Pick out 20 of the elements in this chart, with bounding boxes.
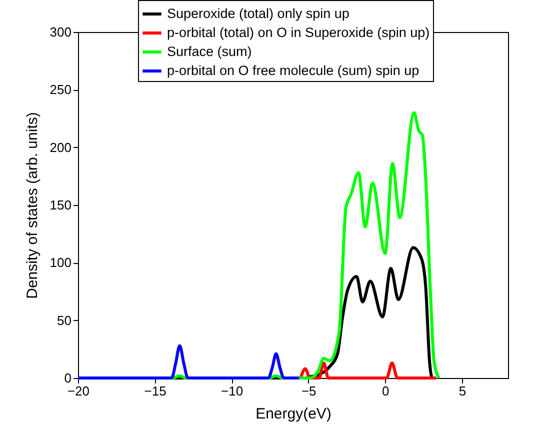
y-tick-label: 200: [50, 140, 72, 155]
legend-label: Superoxide (total) only spin up: [167, 6, 350, 21]
x-tick-label: 5: [458, 384, 466, 398]
legend-label: p-orbital on O free molecule (sum) spin up: [167, 63, 420, 78]
legend-label: p-orbital (total) on O in Superoxide (spin up): [167, 25, 430, 40]
legend-label: Surface (sum): [167, 44, 252, 59]
y-tick-label: 250: [50, 82, 72, 98]
x-tick-label: −10: [221, 384, 244, 398]
y-tick-label: 300: [50, 24, 72, 40]
y-tick-label: 50: [57, 312, 72, 328]
y-tick-label: 100: [50, 255, 72, 270]
y-tick-label: 150: [50, 198, 72, 212]
x-tick-label: −15: [144, 384, 166, 398]
y-tick-label: 0: [64, 370, 72, 386]
x-tick-label: −20: [67, 384, 90, 398]
y-axis-title: Density of states (arb. units): [24, 112, 41, 299]
x-tick-label: −5: [301, 384, 316, 398]
x-tick-label: 0: [382, 384, 390, 398]
x-axis-title: Energy(eV): [256, 406, 332, 422]
line-series: [76, 344, 301, 380]
